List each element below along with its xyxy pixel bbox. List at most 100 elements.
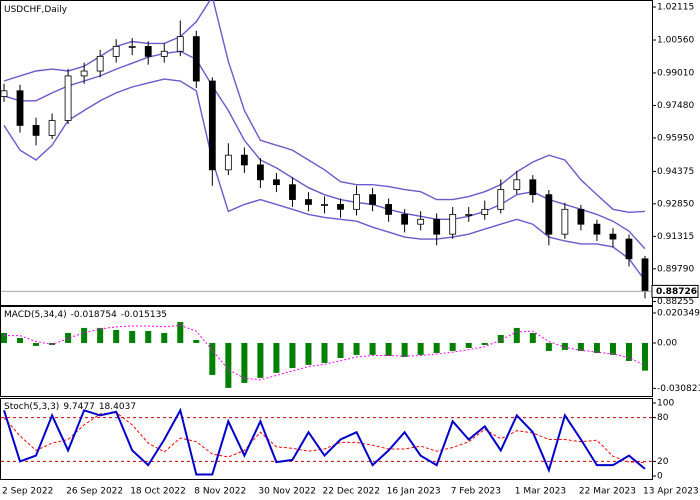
candle-body xyxy=(417,218,425,225)
macd-bar xyxy=(545,342,552,351)
signal-last-value: -0.015135 xyxy=(121,310,167,320)
candle-body xyxy=(112,45,120,57)
macd-bar xyxy=(81,327,88,343)
x-tick-label: 2 Sep 2022 xyxy=(2,487,53,497)
macd-bar xyxy=(273,342,280,373)
macd-bar xyxy=(193,340,200,343)
macd-bar xyxy=(337,342,344,359)
macd-bar xyxy=(305,342,312,365)
macd-bar xyxy=(257,342,264,378)
macd-bar xyxy=(209,342,216,375)
y-tick-label: 0.99010 xyxy=(657,68,694,78)
candle-body xyxy=(144,45,152,57)
panel-content xyxy=(1,407,652,476)
macd-bar xyxy=(577,342,584,351)
x-tick-label: 26 Sep 2022 xyxy=(66,487,123,497)
macd-bar xyxy=(642,342,648,371)
y-tick-label: 0.94375 xyxy=(657,167,694,177)
candle-body xyxy=(481,208,489,215)
x-tick-label: 22 Mar 2023 xyxy=(579,487,636,497)
candle-body xyxy=(256,164,264,181)
x-tick-label: 22 Dec 2022 xyxy=(323,487,381,497)
y-tick-label: 0.95950 xyxy=(657,133,694,143)
stoch-last-value: 9.7477 xyxy=(63,402,95,412)
indicator-title: Stoch(5,3,3) 9.7477 18.4037 xyxy=(4,402,136,412)
macd-bar xyxy=(161,332,168,343)
candle-body xyxy=(128,45,136,48)
bollinger-band xyxy=(3,78,646,281)
price-panel xyxy=(0,0,653,306)
candle-body xyxy=(337,204,344,210)
y-tick-label: 0.020349 xyxy=(657,308,700,318)
y-tick-label: 0.97480 xyxy=(657,101,694,111)
macd-bar xyxy=(497,335,504,343)
y-tick-label: 100 xyxy=(657,399,674,409)
candle-body xyxy=(16,90,24,126)
candle-body xyxy=(80,70,88,77)
bollinger-band xyxy=(3,0,646,214)
candle-body xyxy=(465,214,473,216)
stoch-main xyxy=(3,407,646,476)
title-text: MACD(5,34,4) xyxy=(4,310,67,320)
candle-body xyxy=(321,204,328,206)
macd-bar xyxy=(401,342,408,357)
macd-bar xyxy=(529,332,536,343)
candle-body xyxy=(561,208,569,235)
candle-body xyxy=(273,179,280,186)
candle-body xyxy=(32,125,40,136)
indicator-title: MACD(5,34,4) -0.018754 -0.015135 xyxy=(4,310,167,320)
candle-body xyxy=(369,194,376,205)
y-tick-label: 0.92850 xyxy=(657,199,694,209)
last-price-box xyxy=(651,284,699,298)
candle-body xyxy=(641,258,649,292)
macd-bar xyxy=(241,342,248,383)
macd-bar xyxy=(225,342,232,388)
y-tick-label: 0.00 xyxy=(657,338,677,348)
macd-bar xyxy=(129,331,136,343)
x-tick-label: 30 Nov 2022 xyxy=(258,487,316,497)
candle-body xyxy=(48,120,56,136)
macd-bar xyxy=(593,342,600,353)
macd-bar xyxy=(609,342,616,355)
candle-body xyxy=(529,179,537,196)
macd-bar xyxy=(177,322,184,343)
signal-last-value: 18.4037 xyxy=(99,402,136,412)
macd-bar xyxy=(417,342,424,355)
title-text: USDCHF,Daily xyxy=(4,5,68,15)
bollinger-band xyxy=(3,50,646,250)
candle-body xyxy=(513,179,521,190)
macd-bar xyxy=(513,327,520,343)
y-tick-label: 0.88255 xyxy=(657,297,694,307)
panel-content xyxy=(0,0,652,299)
candle-body xyxy=(433,218,441,235)
y-tick-label: 0 xyxy=(657,472,663,482)
macd-panel xyxy=(0,306,653,397)
x-tick-label: 13 Apr 2023 xyxy=(643,487,699,497)
macd-bar xyxy=(385,342,392,356)
candle-body xyxy=(593,223,601,235)
x-tick-label: 18 Oct 2022 xyxy=(130,487,186,497)
x-tick-label: 7 Feb 2023 xyxy=(451,487,501,497)
stoch-panel xyxy=(0,398,653,480)
candle-body xyxy=(625,238,633,260)
panel-content xyxy=(1,322,648,388)
candle-body xyxy=(353,194,360,210)
candle-body xyxy=(289,184,296,200)
candle-body xyxy=(401,214,409,225)
macd-bar xyxy=(321,342,328,364)
candle-body xyxy=(208,80,216,171)
y-tick-label: 80 xyxy=(657,413,669,423)
macd-bar xyxy=(481,342,488,346)
macd-bar xyxy=(561,342,568,350)
macd-bar xyxy=(145,331,152,343)
candle-body xyxy=(64,75,72,121)
x-tick-label: 8 Nov 2022 xyxy=(194,487,246,497)
candle-body xyxy=(240,154,248,166)
title-text: Stoch(5,3,3) xyxy=(4,402,59,412)
macd-bar xyxy=(113,329,120,343)
candle-body xyxy=(305,199,312,205)
macd-bar xyxy=(97,327,104,343)
x-tick-label: 1 Mar 2023 xyxy=(515,487,566,497)
y-tick-label: -0.030821 xyxy=(657,384,700,394)
